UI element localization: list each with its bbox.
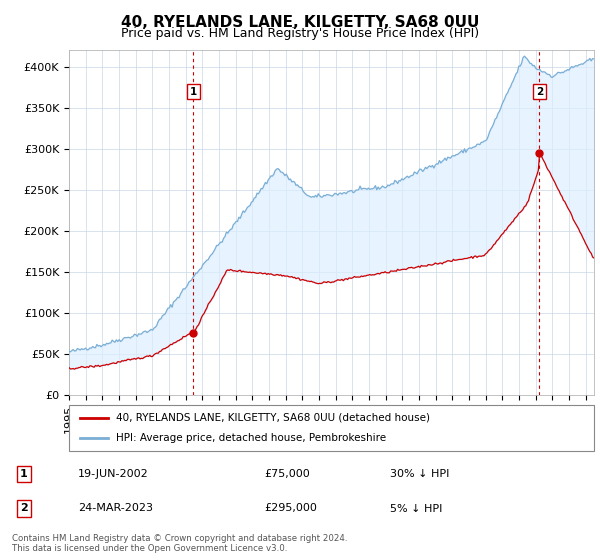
Text: Price paid vs. HM Land Registry's House Price Index (HPI): Price paid vs. HM Land Registry's House … [121,27,479,40]
Text: £75,000: £75,000 [264,469,310,479]
Text: 1: 1 [190,87,197,97]
Text: Contains HM Land Registry data © Crown copyright and database right 2024.
This d: Contains HM Land Registry data © Crown c… [12,534,347,553]
Text: 2: 2 [536,87,543,97]
Text: 5% ↓ HPI: 5% ↓ HPI [390,503,442,514]
Text: 30% ↓ HPI: 30% ↓ HPI [390,469,449,479]
Text: 19-JUN-2002: 19-JUN-2002 [78,469,149,479]
Text: 24-MAR-2023: 24-MAR-2023 [78,503,153,514]
Text: 40, RYELANDS LANE, KILGETTY, SA68 0UU (detached house): 40, RYELANDS LANE, KILGETTY, SA68 0UU (d… [116,413,430,423]
Text: £295,000: £295,000 [264,503,317,514]
Text: 1: 1 [20,469,28,479]
Text: HPI: Average price, detached house, Pembrokeshire: HPI: Average price, detached house, Pemb… [116,433,386,443]
Text: 40, RYELANDS LANE, KILGETTY, SA68 0UU: 40, RYELANDS LANE, KILGETTY, SA68 0UU [121,15,479,30]
Text: 2: 2 [20,503,28,514]
